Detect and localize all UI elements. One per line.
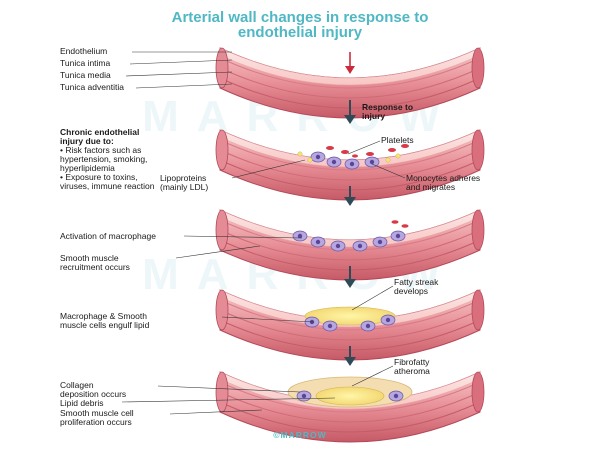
label-bullet2-2: viruses, immune reaction (60, 181, 155, 191)
atheroma-core (315, 386, 385, 406)
label-tunica-intima: Tunica intima (60, 58, 111, 68)
label-monocytes-1: Monocytes adheres (406, 173, 481, 183)
label-monocytes-2: and migrates (406, 182, 456, 192)
label-chronic-heading-2: injury due to: (60, 136, 114, 146)
fatty-streak (304, 306, 396, 326)
label-collagen-1: Collagen (60, 380, 94, 390)
label-lipid-debris: Lipid debris (60, 398, 104, 408)
label-smooth-muscle-2: recruitment occurs (60, 262, 130, 272)
title-line-2: endothelial injury (237, 24, 363, 41)
label-fatty-streak-1: Fatty streak (394, 277, 439, 287)
label-engulf-2: muscle cells engulf lipid (60, 320, 150, 330)
label-chronic-heading-1: Chronic endothelial (60, 127, 140, 137)
label-fatty-streak-2: develops (394, 286, 429, 296)
label-bullet2-1: • Exposure to toxins, (60, 172, 138, 182)
label-fibrofatty-2: atheroma (394, 366, 430, 376)
label-proliferation-1: Smooth muscle cell (60, 408, 134, 418)
label-fibrofatty-1: Fibrofatty (394, 357, 430, 367)
footer-copyright: ©MARROW (273, 430, 327, 440)
lipoproteins (297, 151, 401, 163)
label-smooth-muscle-1: Smooth muscle (60, 253, 119, 263)
title-line-1: Arterial wall changes in response to (171, 9, 429, 26)
label-lipoproteins-1: Lipoproteins (160, 173, 207, 183)
label-platelets: Platelets (381, 135, 414, 145)
platelets (326, 144, 409, 158)
label-activation-macrophage: Activation of macrophage (60, 231, 156, 241)
label-proliferation-2: proliferation occurs (60, 417, 132, 427)
label-bullet1-3: hyperlipidemia (60, 163, 115, 173)
label-response-1: Response to (362, 102, 414, 112)
label-engulf-1: Macrophage & Smooth (60, 311, 147, 321)
label-tunica-adventitia: Tunica adventitia (60, 82, 124, 92)
label-tunica-media: Tunica media (60, 70, 111, 80)
label-bullet1-1: • Risk factors such as (60, 145, 142, 155)
label-lipoproteins-2: (mainly LDL) (160, 182, 209, 192)
label-collagen-2: deposition occurs (60, 389, 127, 399)
label-bullet1-2: hypertension, smoking, (60, 154, 148, 164)
label-response-2: injury (362, 111, 386, 121)
leader-lines (121, 51, 406, 415)
label-endothelium: Endothelium (60, 46, 108, 56)
